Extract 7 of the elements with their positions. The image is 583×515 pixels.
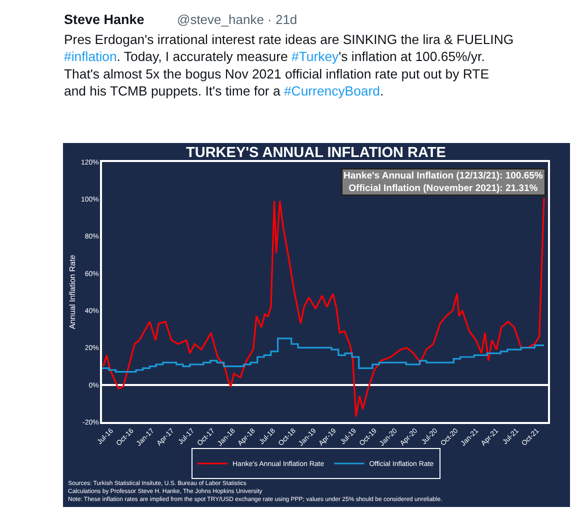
text: Pres Erdogan's irrational interest rate ideas are SINKING the lira & FUELING #inflation. Today, I accurately measure #Turkey's inflation at 100.65%/yr. That's almost 5x the bogus Nov 2021 official inflation rate put out by RTE and his TCMB puppets. It's time for a #CurrencyBoard. xyxy=(64,32,514,98)
text: @steve_hanke · 21d xyxy=(177,12,298,27)
text: Steve Hanke xyxy=(64,12,145,27)
line-series xyxy=(102,197,545,418)
y-axis-title: Annual Inflation Rate xyxy=(68,254,78,330)
chart-title: TURKEY'S ANNUAL INFLATION RATE xyxy=(186,145,446,161)
annotation: Hanke's Annual Inflation (12/13/21): 100.65% Official Inflation (November 2021): 21.31% xyxy=(344,170,544,194)
